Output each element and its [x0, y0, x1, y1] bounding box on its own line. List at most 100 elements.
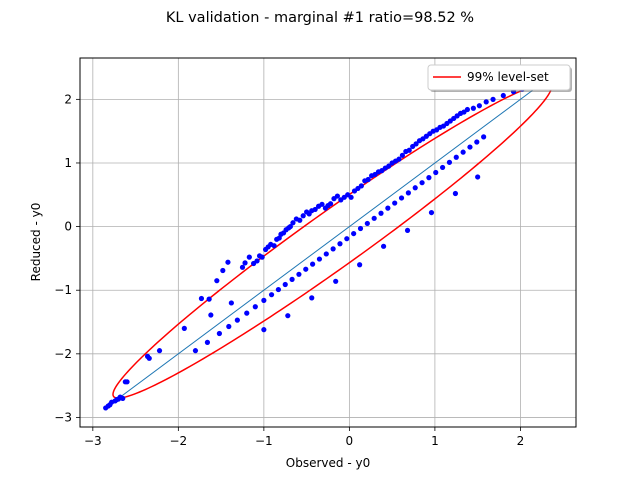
data-point	[300, 213, 306, 219]
data-point	[261, 297, 267, 303]
data-point	[334, 193, 341, 199]
diagonal-line-group	[105, 73, 555, 409]
data-point	[452, 190, 459, 197]
data-point	[439, 164, 446, 171]
data-point	[453, 154, 459, 160]
data-point	[405, 190, 411, 196]
grid	[80, 58, 576, 427]
data-point	[214, 278, 220, 284]
data-point	[371, 215, 377, 221]
data-point	[358, 183, 364, 189]
y-axis-ticks: −3 −2 −1 0 1 2	[54, 92, 80, 424]
data-point	[413, 141, 419, 147]
data-point	[282, 281, 288, 288]
data-point	[357, 262, 363, 268]
data-point	[275, 286, 281, 293]
data-point	[146, 355, 152, 361]
data-point	[399, 152, 405, 158]
data-point	[474, 139, 480, 145]
data-point	[386, 163, 392, 169]
x-tick-label: 0	[346, 434, 354, 448]
legend-box	[427, 64, 571, 91]
level-set-group	[112, 82, 553, 399]
data-point	[261, 327, 267, 333]
data-point	[392, 200, 398, 206]
data-point	[198, 295, 205, 302]
data-point	[398, 195, 405, 201]
data-point	[330, 246, 336, 252]
data-point	[404, 227, 411, 234]
data-point	[252, 304, 258, 310]
x-axis-ticks: −3 −2 −1 0 1 2	[84, 427, 524, 448]
y-tick-label: −3	[54, 410, 72, 424]
data-point	[225, 259, 231, 265]
plot-area: −3 −2 −1 0 1 2 −3 −2 −1 0 1 2	[54, 57, 577, 448]
data-point	[357, 225, 364, 232]
data-point	[289, 276, 295, 282]
x-tick-label: −2	[169, 434, 187, 448]
legend-label-level-set: 99% level-set	[467, 70, 549, 84]
data-point	[460, 149, 466, 155]
data-point	[475, 174, 481, 180]
data-point	[120, 395, 126, 401]
data-point	[309, 295, 315, 301]
data-point	[380, 243, 387, 249]
data-point	[337, 241, 343, 247]
data-point	[467, 144, 473, 150]
data-point	[481, 134, 487, 140]
data-point	[483, 99, 489, 105]
data-point	[259, 254, 265, 260]
y-tick-label: −1	[54, 283, 72, 297]
data-point	[316, 256, 323, 262]
data-point	[271, 243, 277, 249]
data-point	[285, 313, 291, 319]
data-point	[476, 103, 482, 109]
data-point	[333, 278, 339, 284]
data-point	[500, 92, 506, 99]
data-point	[239, 264, 246, 270]
data-point	[206, 296, 212, 302]
scatter-points-group	[103, 86, 525, 411]
y-tick-label: 1	[64, 156, 72, 170]
data-point	[319, 201, 325, 207]
data-point	[242, 260, 248, 266]
data-point	[428, 209, 435, 216]
data-point	[290, 220, 296, 226]
data-point	[268, 292, 275, 298]
data-point	[426, 175, 432, 181]
data-point	[490, 96, 496, 102]
plot-content	[103, 73, 555, 411]
data-point	[470, 105, 476, 111]
data-point	[228, 300, 234, 306]
data-point	[216, 330, 222, 337]
legend: 99% level-set	[427, 64, 572, 92]
data-point	[181, 325, 187, 331]
data-point	[192, 348, 199, 354]
data-point	[364, 220, 370, 227]
data-point	[208, 312, 214, 318]
data-point	[344, 236, 350, 242]
data-point	[297, 217, 303, 223]
data-point	[220, 267, 226, 274]
plot-frame	[79, 57, 577, 428]
data-point	[406, 147, 412, 153]
x-tick-label: 1	[431, 434, 439, 448]
data-point	[419, 180, 425, 186]
diagonal-line	[105, 73, 555, 409]
x-tick-label: 2	[517, 434, 525, 448]
y-tick-label: −2	[54, 347, 72, 361]
data-point	[348, 194, 354, 200]
y-tick-label: 2	[64, 92, 72, 106]
data-point	[312, 206, 318, 213]
data-point	[385, 205, 391, 211]
y-axis-label: Reduced - y0	[29, 203, 43, 282]
data-point	[323, 251, 329, 257]
data-point	[310, 261, 316, 267]
data-point	[464, 106, 470, 113]
data-point	[226, 323, 232, 330]
data-point	[204, 339, 211, 345]
data-point	[446, 159, 453, 165]
x-tick-label: −3	[84, 434, 102, 448]
